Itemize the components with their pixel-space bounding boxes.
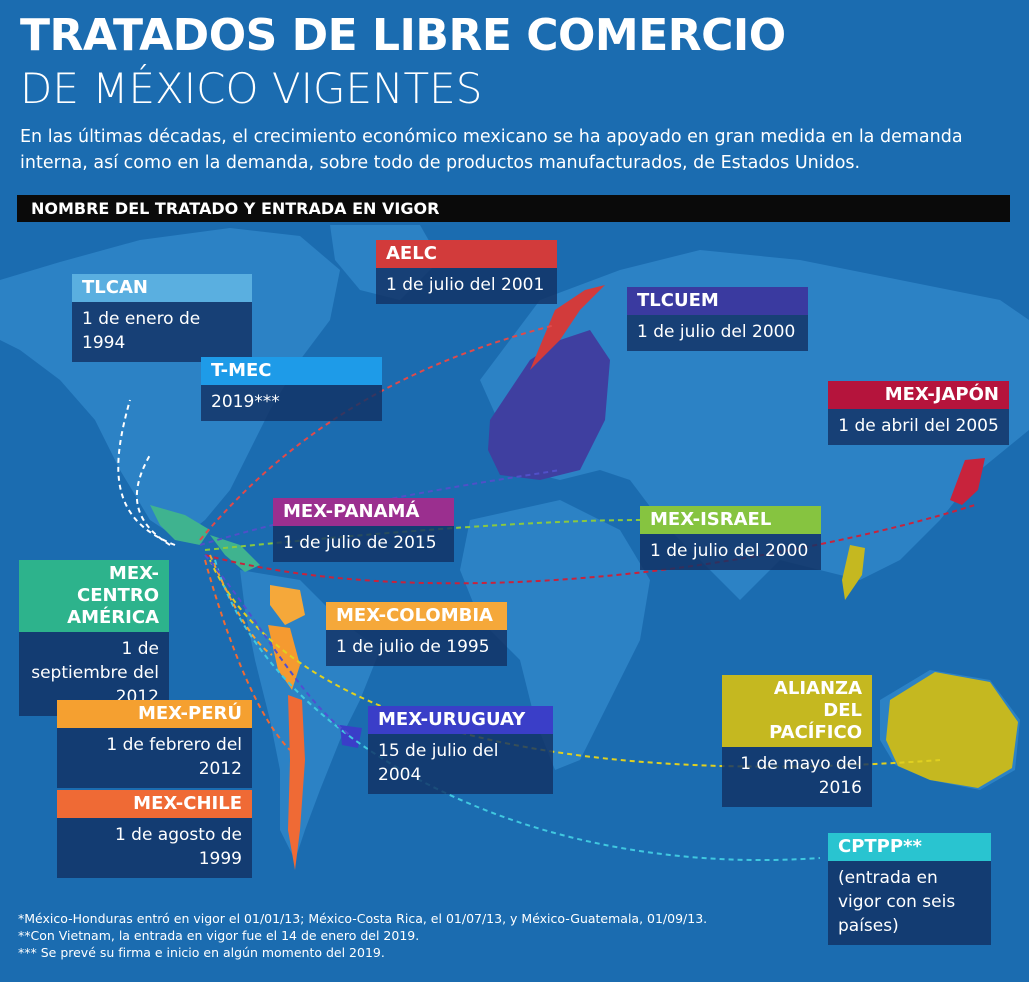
treaty-box: CPTPP** (entrada en vigor con seis países… (828, 833, 991, 945)
treaty-date: 1 de febrero del 2012 (57, 728, 252, 788)
footnote: **Con Vietnam, la entrada en vigor fue e… (18, 928, 420, 943)
treaty-date: 1 de julio de 2015 (273, 526, 454, 562)
treaty-name: MEX-URUGUAY (368, 706, 553, 734)
treaty-name: T-MEC (201, 357, 382, 385)
intro: En las últimas décadas, el crecimiento e… (20, 127, 963, 173)
subtitle: DE MÉXICO VIGENTES (20, 64, 483, 113)
treaty-date: 1 de julio del 2001 (376, 268, 557, 304)
footnote: *México-Honduras entró en vigor el 01/01… (18, 911, 708, 926)
treaty-date: 1 de mayo del 2016 (722, 747, 872, 807)
treaty-date: 15 de julio del 2004 (368, 734, 553, 794)
treaty-name: TLCUEM (627, 287, 808, 315)
treaty-box: ALIANZA DEL PACÍFICO 1 de mayo del 2016 (722, 675, 872, 807)
treaty-name: MEX-ISRAEL (640, 506, 821, 534)
treaty-box: MEX-CENTRO AMÉRICA 1 de septiembre del 20… (19, 560, 169, 716)
treaty-box: MEX-CHILE 1 de agosto de 1999 (57, 790, 252, 878)
treaty-box: MEX-PANAMÁ 1 de julio de 2015 (273, 498, 454, 562)
treaty-name: MEX-PERÚ (57, 700, 252, 728)
title: TRATADOS DE LIBRE COMERCIO (20, 10, 786, 61)
treaty-box: MEX-PERÚ 1 de febrero del 2012 (57, 700, 252, 788)
treaty-date: 1 de julio del 2000 (640, 534, 821, 570)
treaty-date: (entrada en vigor con seis países) (828, 861, 991, 945)
treaty-date: 1 de julio del 2000 (627, 315, 808, 351)
treaty-name: ALIANZA DEL PACÍFICO (722, 675, 872, 747)
treaty-name: MEX-JAPÓN (828, 381, 1009, 409)
treaty-box: T-MEC 2019*** (201, 357, 382, 421)
footnote: *** Se prevé su firma e inicio en algún … (18, 945, 385, 960)
treaty-date: 1 de abril del 2005 (828, 409, 1009, 445)
treaty-date: 2019*** (201, 385, 382, 421)
treaty-name: MEX-COLOMBIA (326, 602, 507, 630)
highlighted-countries (150, 285, 1018, 870)
treaty-box: MEX-URUGUAY 15 de julio del 2004 (368, 706, 553, 794)
treaty-name: MEX-PANAMÁ (273, 498, 454, 526)
treaty-box: MEX-JAPÓN 1 de abril del 2005 (828, 381, 1009, 445)
treaty-date: 1 de enero de 1994 (72, 302, 252, 362)
treaty-box: MEX-ISRAEL 1 de julio del 2000 (640, 506, 821, 570)
treaty-name: CPTPP** (828, 833, 991, 861)
treaty-name: TLCAN (72, 274, 252, 302)
treaty-name: AELC (376, 240, 557, 268)
treaty-box: TLCAN 1 de enero de 1994 (72, 274, 252, 362)
treaty-name: MEX-CENTRO AMÉRICA (19, 560, 169, 632)
treaty-box: AELC 1 de julio del 2001 (376, 240, 557, 304)
treaty-date: 1 de agosto de 1999 (57, 818, 252, 878)
treaty-box: TLCUEM 1 de julio del 2000 (627, 287, 808, 351)
section-label: NOMBRE DEL TRATADO Y ENTRADA EN VIGOR (17, 195, 1010, 222)
treaty-name: MEX-CHILE (57, 790, 252, 818)
treaty-date: 1 de julio de 1995 (326, 630, 507, 666)
treaty-box: MEX-COLOMBIA 1 de julio de 1995 (326, 602, 507, 666)
footnotes: *México-Honduras entró en vigor el 01/01… (18, 910, 707, 961)
